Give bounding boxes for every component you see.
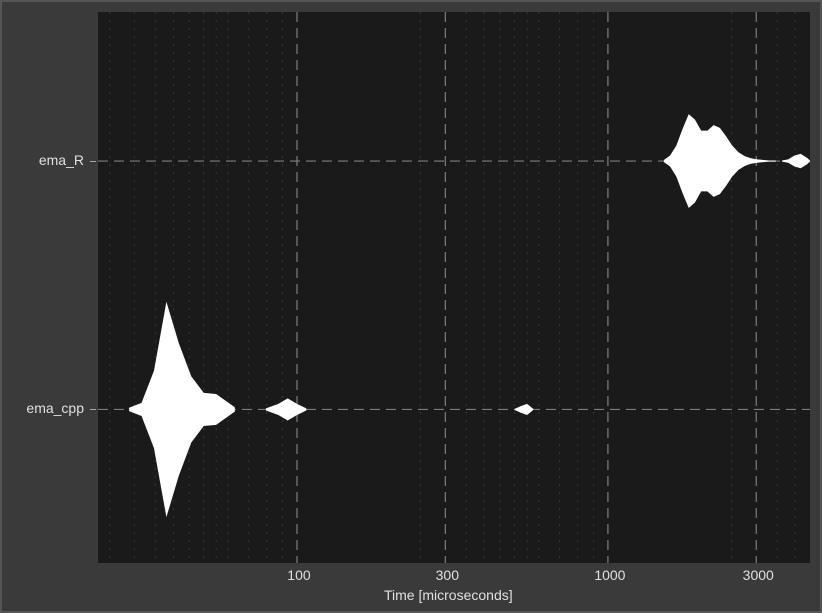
y-category-tick: [90, 409, 96, 410]
plot-panel: [98, 12, 810, 564]
x-tick-label: 1000: [590, 567, 630, 583]
chart-frame: ema_R ema_cpp 100 300 1000 3000 Time [microse…: [0, 0, 822, 613]
x-axis-label: Time [microseconds]: [384, 587, 513, 603]
y-category-label: ema_R: [39, 152, 84, 168]
x-tick-label: 3000: [738, 567, 778, 583]
x-axis-strip: 100 300 1000 3000 Time [microseconds]: [98, 563, 810, 611]
y-category-label: ema_cpp: [26, 400, 84, 416]
y-axis-strip: ema_R ema_cpp: [2, 12, 98, 564]
plot-svg: [98, 12, 810, 564]
x-tick-label: 100: [279, 567, 319, 583]
x-tick-label: 300: [427, 567, 467, 583]
y-category-tick: [90, 161, 96, 162]
